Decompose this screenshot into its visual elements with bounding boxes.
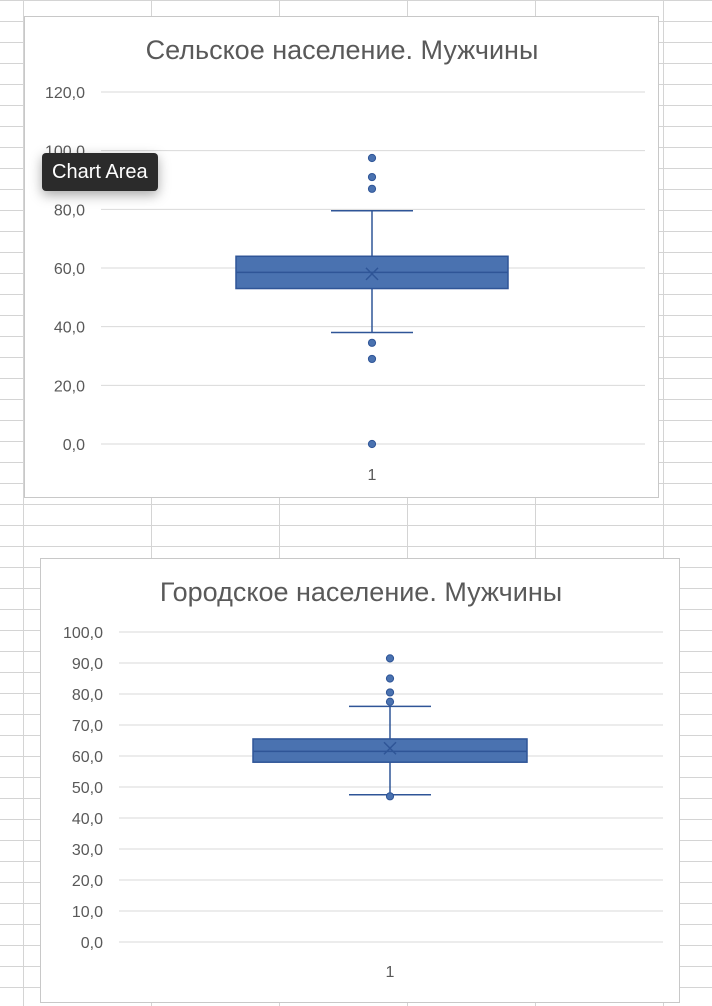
rural-boxplot-svg: Сельское население. Мужчины 0,0 20,0 40,0 60… xyxy=(45,35,645,484)
rural-y-tick-label: 60,0 xyxy=(54,261,85,278)
urban-boxplot-svg: Городское население. Мужчины 0,0 10,0 20,0 3… xyxy=(63,577,663,981)
urban-y-tick-label: 90,0 xyxy=(72,656,103,673)
urban-mean-marker xyxy=(383,741,397,755)
rural-y-tick-label: 0,0 xyxy=(63,437,85,454)
urban-y-tick-label: 40,0 xyxy=(72,811,103,828)
urban-y-tick-label: 70,0 xyxy=(72,718,103,735)
urban-y-tick-label: 50,0 xyxy=(72,780,103,797)
rural-outlier-point xyxy=(367,338,377,347)
urban-outlier-point xyxy=(385,792,395,801)
rural-outlier-point xyxy=(367,184,377,193)
urban-y-tick-label: 10,0 xyxy=(72,904,103,921)
chart-area-tooltip: Chart Area xyxy=(42,153,158,191)
urban-y-tick-label: 30,0 xyxy=(72,842,103,859)
rural-y-tick-label: 40,0 xyxy=(54,320,85,337)
urban-y-tick-label: 20,0 xyxy=(72,873,103,890)
rural-outlier-point xyxy=(367,439,377,449)
rural-outlier-point xyxy=(367,354,377,364)
rural-mean-marker xyxy=(365,267,379,281)
urban-y-tick-label: 60,0 xyxy=(72,749,103,766)
urban-x-category-label: 1 xyxy=(386,964,395,981)
rural-x-category-label: 1 xyxy=(368,467,377,484)
urban-outlier-point xyxy=(385,674,395,683)
urban-outlier-point xyxy=(385,654,395,663)
urban-y-tick-label: 100,0 xyxy=(63,625,103,642)
rural-outlier-point xyxy=(367,153,377,163)
urban-y-tick-label: 0,0 xyxy=(81,935,103,952)
urban-chart-area[interactable]: Городское население. Мужчины 0,0 10,0 20,0 3… xyxy=(40,558,680,1003)
urban-outlier-point xyxy=(385,697,395,706)
rural-y-tick-label: 80,0 xyxy=(54,202,85,219)
rural-y-tick-label: 20,0 xyxy=(54,378,85,395)
urban-outlier-point xyxy=(385,688,395,697)
rural-outlier-point xyxy=(367,172,377,182)
urban-chart-title: Городское население. Мужчины xyxy=(160,577,562,607)
rural-chart-title: Сельское население. Мужчины xyxy=(146,35,539,65)
rural-chart-area[interactable]: Сельское население. Мужчины 0,0 20,0 40,0 60… xyxy=(24,16,659,498)
urban-y-tick-label: 80,0 xyxy=(72,687,103,704)
urban-iqr-box xyxy=(252,738,528,763)
rural-y-tick-label: 120,0 xyxy=(45,85,85,102)
